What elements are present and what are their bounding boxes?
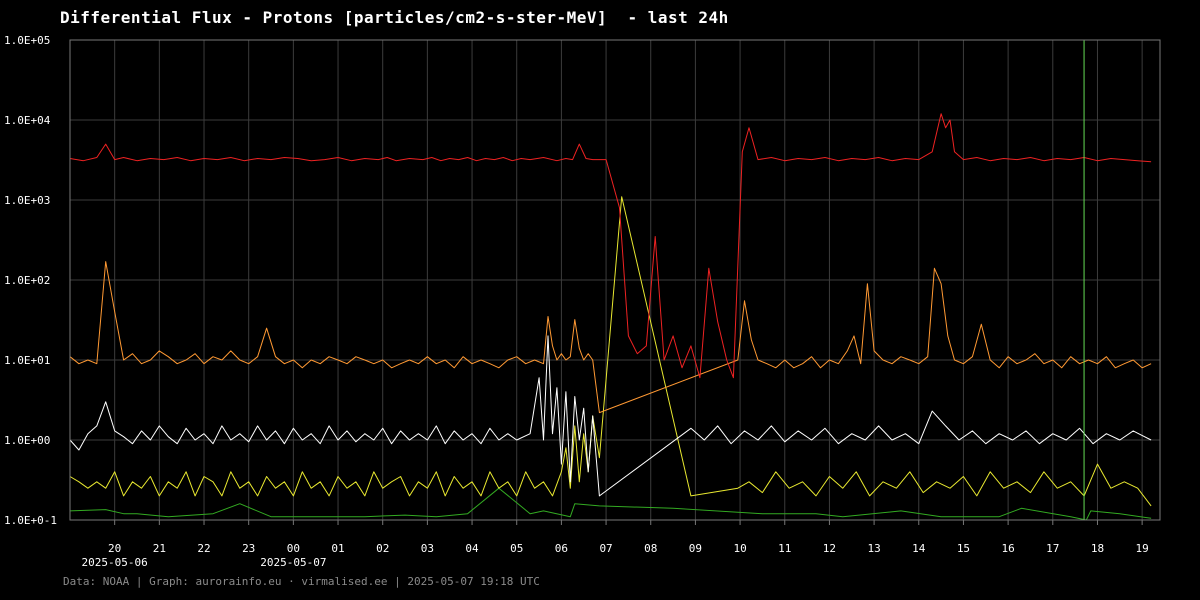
date-label: 2025-05-06 <box>82 556 148 569</box>
x-tick-label: 21 <box>153 542 166 555</box>
x-tick-label: 01 <box>331 542 344 555</box>
tick-labels: 1.0E+0-1 1.0E+00 1.0E+01 1.0E+02 1.0E+03 1.0E… <box>4 34 1149 569</box>
x-tick-label: 20 <box>108 542 121 555</box>
x-tick-label: 14 <box>912 542 926 555</box>
data-credit-footer: Data: NOAA | Graph: aurorainfo.eu · virm… <box>63 575 540 588</box>
x-tick-label: 04 <box>465 542 479 555</box>
x-tick-label: 06 <box>555 542 568 555</box>
series-line-2 <box>69 335 1152 497</box>
x-tick-label: 17 <box>1046 542 1059 555</box>
x-tick-label: 05 <box>510 542 523 555</box>
x-tick-label: 19 <box>1136 542 1149 555</box>
y-tick-label: 1.0E+00 <box>4 434 50 447</box>
x-tick-label: 10 <box>733 542 746 555</box>
x-tick-label: 02 <box>376 542 389 555</box>
y-tick-label: 1.0E+02 <box>4 274 50 287</box>
x-tick-label: 12 <box>823 542 836 555</box>
series-line-4 <box>69 113 1152 379</box>
x-tick-label: 15 <box>957 542 970 555</box>
y-tick-label: 1.0E+0-1 <box>4 514 57 527</box>
x-tick-label: 11 <box>778 542 791 555</box>
x-tick-label: 23 <box>242 542 255 555</box>
data-series <box>69 113 1152 521</box>
x-tick-label: 18 <box>1091 542 1104 555</box>
y-tick-label: 1.0E+03 <box>4 194 50 207</box>
axes <box>69 39 1161 525</box>
series-line-0 <box>69 487 1152 521</box>
x-tick-label: 13 <box>867 542 880 555</box>
y-tick-label: 1.0E+05 <box>4 34 50 47</box>
x-tick-label: 16 <box>1001 542 1014 555</box>
y-tick-label: 1.0E+01 <box>4 354 50 367</box>
x-tick-label: 22 <box>197 542 210 555</box>
date-label: 2025-05-07 <box>260 556 326 569</box>
series-line-3 <box>69 261 1152 414</box>
plot-frame <box>69 39 1161 521</box>
x-tick-label: 00 <box>287 542 300 555</box>
x-tick-label: 07 <box>599 542 612 555</box>
x-tick-label: 08 <box>644 542 657 555</box>
x-tick-label: 03 <box>421 542 434 555</box>
y-tick-label: 1.0E+04 <box>4 114 51 127</box>
series-line-1 <box>69 196 1152 507</box>
chart-title: Differential Flux - Protons [particles/c… <box>60 8 729 27</box>
x-tick-label: 09 <box>689 542 702 555</box>
grid-lines <box>70 39 1160 521</box>
